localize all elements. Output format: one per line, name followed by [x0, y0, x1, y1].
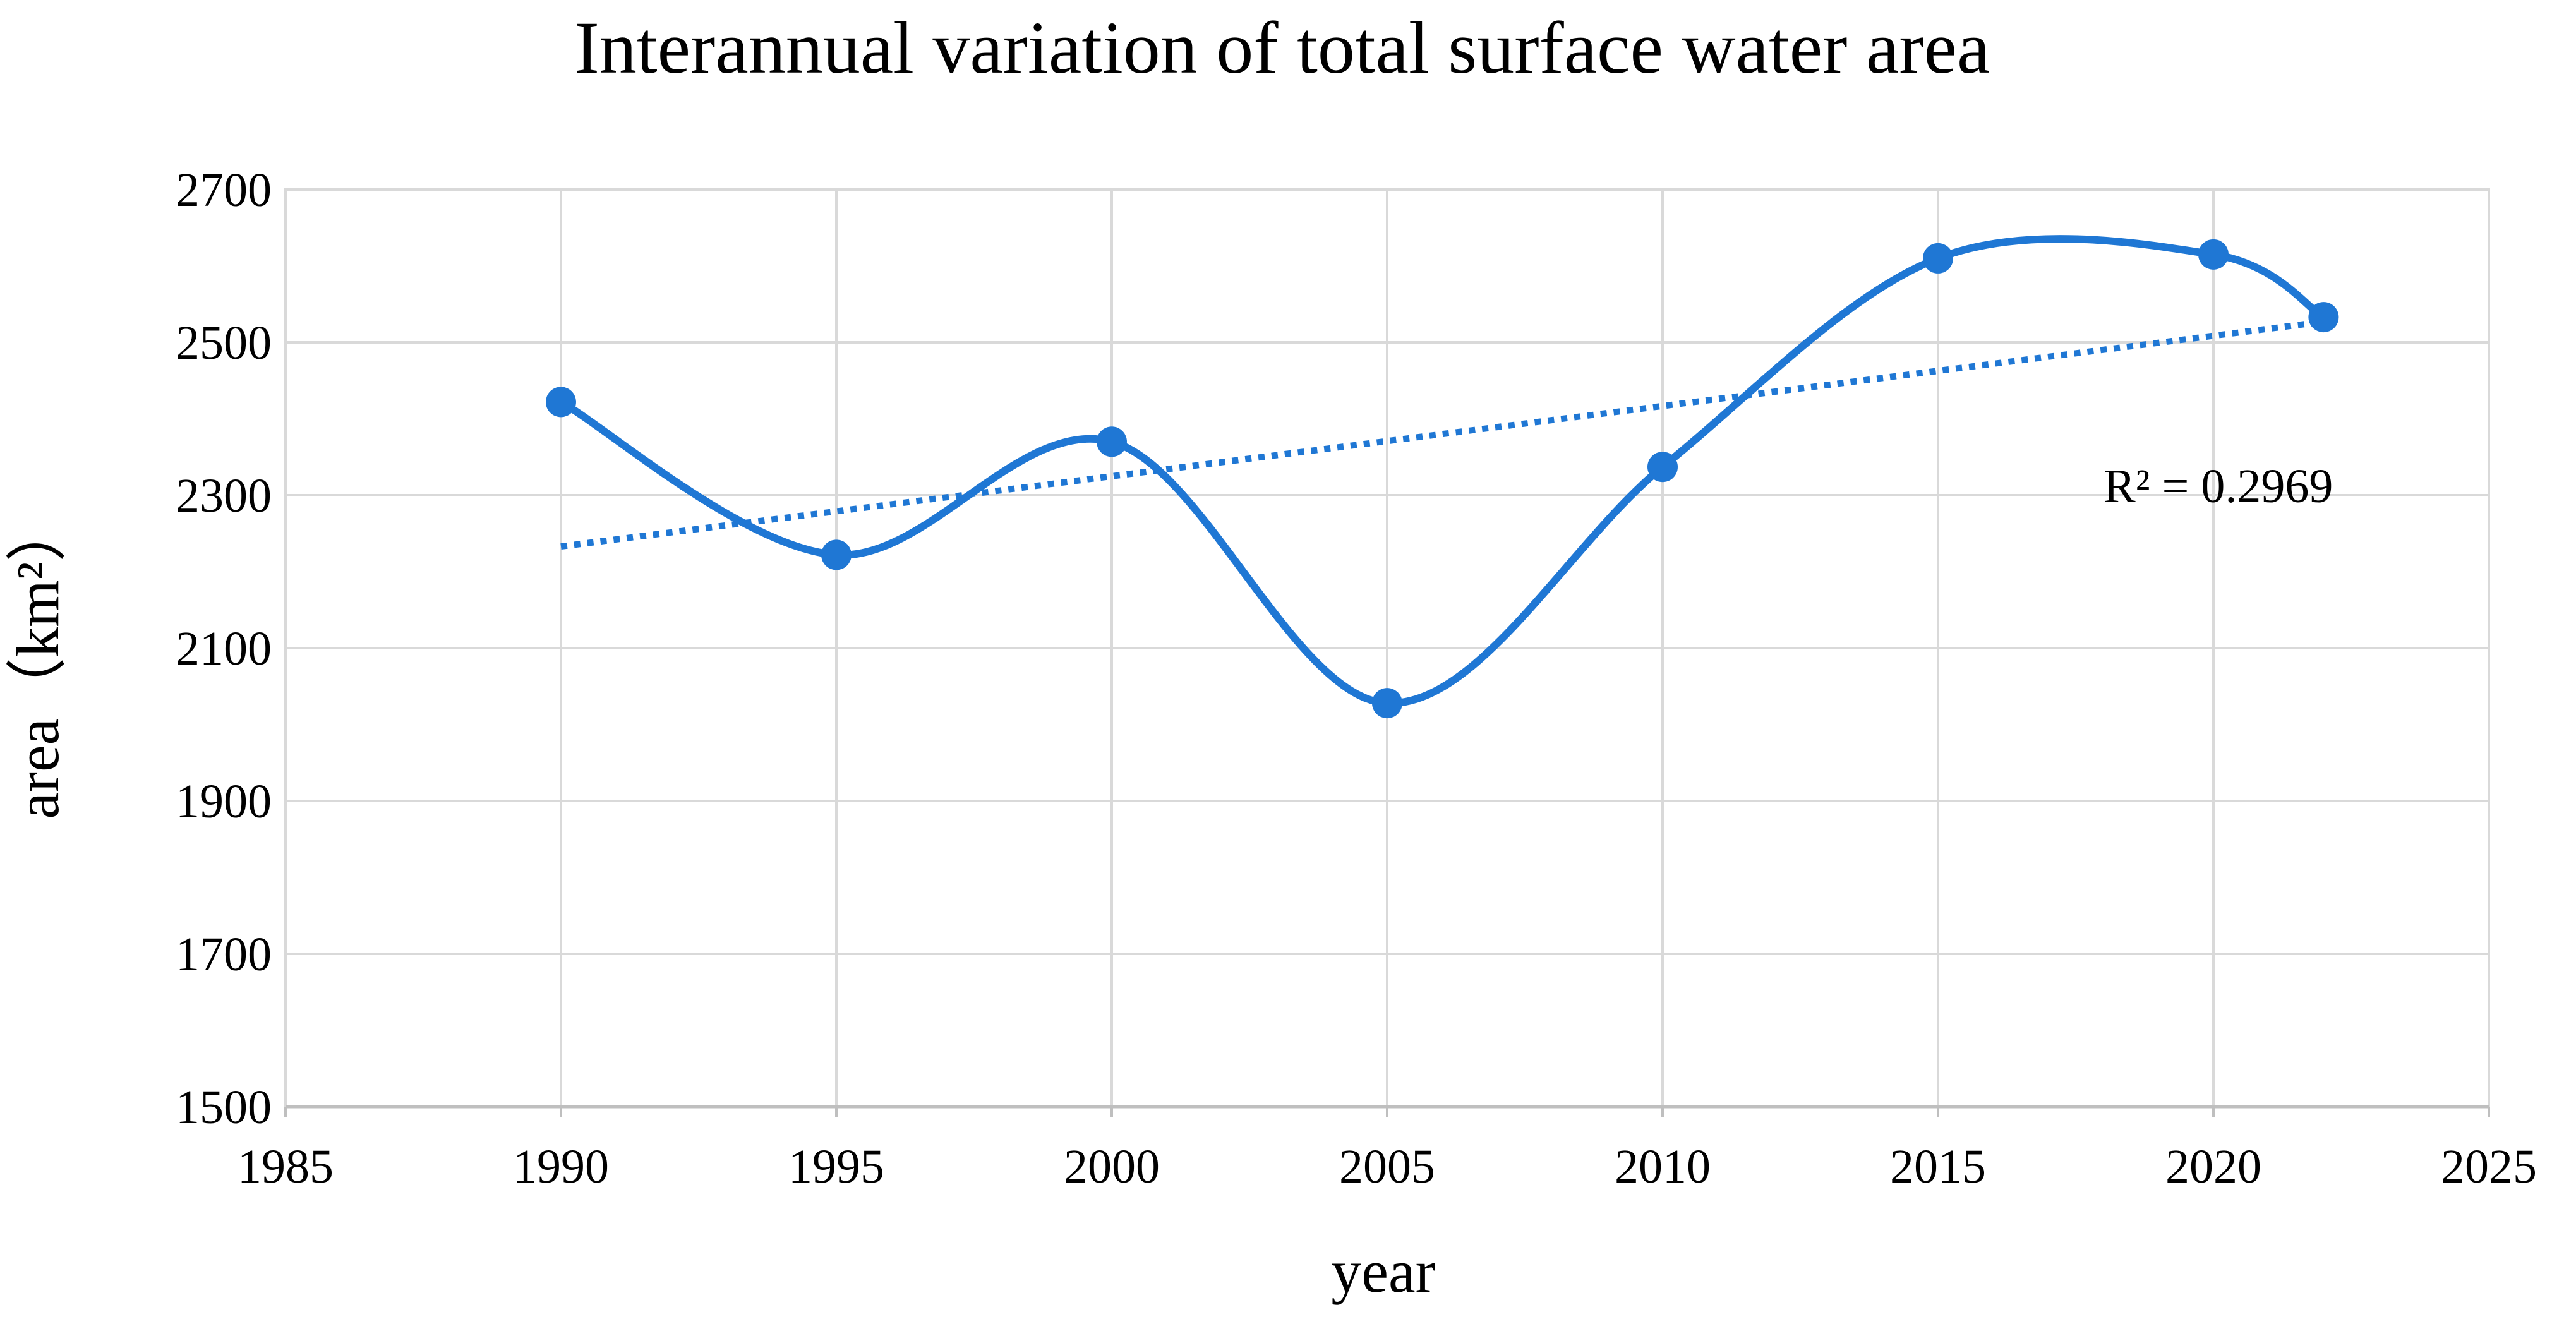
y-axis-label: area（km²）	[4, 501, 71, 819]
data-point	[1923, 243, 1953, 274]
x-tick-label: 2025	[2441, 1140, 2537, 1193]
r-squared-annotation: R² = 0.2969	[2104, 460, 2333, 513]
data-point	[1097, 426, 1127, 457]
data-point	[1647, 452, 1678, 483]
data-point	[546, 387, 576, 418]
x-tick-label: 1990	[513, 1140, 609, 1193]
y-tick-label: 2700	[176, 164, 272, 217]
axes: 1500 1700 1900 2100 2300 2500 2700 1985 1990 1995…	[176, 164, 2537, 1193]
marker-layer	[546, 239, 2339, 719]
x-axis-label: year	[1331, 1237, 1435, 1305]
data-point	[2308, 302, 2339, 333]
x-tick-label: 2015	[1890, 1140, 1986, 1193]
data-point	[1372, 688, 1402, 719]
data-point	[821, 539, 852, 570]
series-layer	[557, 235, 2328, 707]
series-line	[557, 235, 2328, 707]
data-point	[2198, 239, 2229, 270]
trendline-layer	[560, 318, 2325, 550]
chart-title: Interannual variation of total surface w…	[575, 6, 1990, 89]
y-tick-label: 2500	[176, 316, 272, 370]
y-tick-label: 2100	[176, 622, 272, 675]
y-tick-label: 1900	[176, 775, 272, 828]
y-tick-label: 2300	[176, 469, 272, 522]
x-tick-label: 2000	[1064, 1140, 1160, 1193]
x-tick-label: 2010	[1615, 1140, 1711, 1193]
y-tick-label: 1500	[176, 1081, 272, 1134]
x-tick-label: 1995	[788, 1140, 884, 1193]
trendline	[560, 318, 2325, 550]
x-tick-label: 2005	[1339, 1140, 1435, 1193]
x-tick-label: 1985	[238, 1140, 334, 1193]
y-tick-label: 1700	[176, 928, 272, 981]
x-tick-label: 2020	[2165, 1140, 2261, 1193]
grid	[284, 188, 2490, 1108]
